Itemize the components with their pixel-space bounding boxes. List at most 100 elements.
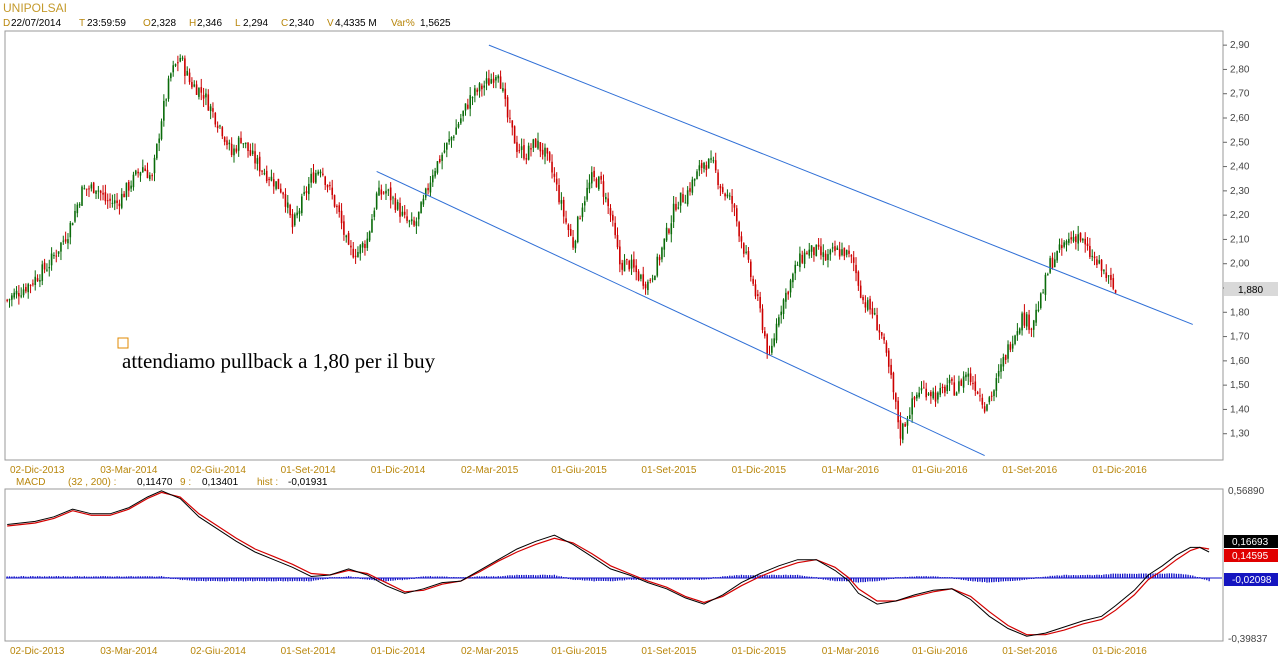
candle-body [120, 193, 123, 208]
candle-body [644, 284, 647, 289]
symbol-title: UNIPOLSAI [3, 1, 67, 15]
macd-value-text: 0,14595 [1232, 551, 1269, 562]
candle-body [149, 175, 151, 180]
macd-tick-label: -0,39837 [1228, 634, 1268, 645]
candle-body [382, 192, 385, 194]
candle-body [1054, 259, 1056, 268]
candle-body [1025, 314, 1028, 327]
candle-body [265, 170, 268, 182]
date-tick-label: 01-Dic-2016 [1092, 646, 1147, 657]
candle-body [717, 172, 719, 186]
candle-body [104, 192, 107, 202]
candle-body [20, 295, 22, 297]
candle-body [460, 118, 462, 124]
candle-body [36, 278, 39, 282]
candle-body [955, 392, 958, 396]
candle-body [1016, 331, 1019, 336]
candle-body [759, 296, 761, 309]
candle-body [179, 58, 182, 62]
candle-body [672, 203, 675, 223]
candle-body [878, 330, 881, 333]
candle-body [481, 85, 483, 90]
candle-body [686, 190, 689, 205]
candle-body [855, 264, 857, 274]
candle-body [834, 246, 836, 252]
candle-body [55, 255, 58, 257]
candle-body [532, 139, 535, 149]
info-value: 1,5625 [420, 18, 451, 29]
candle-body [354, 255, 357, 258]
candle-body [579, 218, 581, 220]
price-tick-label: 2,30 [1230, 186, 1250, 197]
candle-body [275, 181, 277, 189]
candle-body [609, 208, 612, 216]
candle-body [1070, 237, 1072, 240]
candle-body [1077, 234, 1079, 244]
candle-body [658, 257, 661, 261]
candle-body [513, 126, 516, 144]
candle-body [158, 138, 160, 143]
candle-body [588, 182, 591, 190]
candle-body [177, 62, 179, 64]
candle-body [1086, 243, 1089, 247]
candle-body [13, 292, 15, 298]
candle-body [623, 260, 626, 272]
candle-body [988, 397, 991, 403]
candle-body [902, 423, 904, 440]
candle-body [32, 283, 34, 285]
candle-body [705, 165, 708, 171]
candle-body [799, 253, 801, 268]
candle-body [1098, 260, 1101, 264]
candle-body [605, 196, 607, 200]
candle-body [700, 163, 703, 169]
candle-body [813, 247, 815, 256]
candle-body [703, 162, 705, 169]
candle-body [263, 173, 266, 175]
candle-body [916, 394, 918, 399]
candle-body [637, 271, 640, 281]
candle-body [27, 284, 30, 293]
candle-body [787, 291, 790, 295]
candle-body [824, 253, 827, 261]
candle-body [918, 392, 920, 397]
candle-body [979, 395, 981, 397]
candle-body [525, 158, 528, 160]
candle-body [909, 415, 911, 420]
candle-body [1023, 312, 1026, 326]
candle-body [46, 269, 48, 271]
candle-body [642, 274, 645, 286]
candle-body [1061, 245, 1063, 249]
candle-body [256, 158, 259, 164]
candle-body [1112, 278, 1115, 289]
candle-body [142, 167, 144, 173]
candle-body [469, 95, 471, 109]
candle-body [118, 203, 121, 207]
candle-body [562, 199, 565, 217]
candle-body [443, 150, 446, 153]
candle-body [677, 207, 680, 209]
candle-body [331, 187, 334, 195]
candle-body [249, 150, 252, 156]
candle-body [983, 406, 986, 412]
candle-body [602, 181, 605, 197]
candle-body [621, 262, 623, 270]
candle-body [237, 137, 240, 151]
candle-body [628, 260, 630, 270]
candle-body [441, 154, 443, 161]
candle-body [165, 99, 167, 101]
candle-body [960, 380, 963, 386]
date-tick-label: 01-Dic-2015 [732, 465, 787, 476]
candle-body [518, 150, 521, 152]
candle-body [216, 125, 219, 129]
candle-body [336, 205, 338, 208]
candle-body [186, 70, 189, 76]
candle-body [670, 223, 673, 235]
price-tick-label: 2,50 [1230, 137, 1250, 148]
candle-body [125, 182, 128, 198]
candle-body [230, 143, 233, 155]
date-axis-top: 02-Dic-2013 03-Mar-2014 02-Giu-2014 01-Set-… [10, 465, 1147, 476]
candle-body [261, 170, 263, 172]
candle-body [721, 187, 724, 193]
candle-body [1114, 289, 1117, 293]
candle-body [434, 171, 436, 177]
